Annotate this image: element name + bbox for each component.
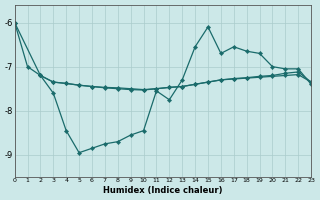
X-axis label: Humidex (Indice chaleur): Humidex (Indice chaleur)	[103, 186, 223, 195]
